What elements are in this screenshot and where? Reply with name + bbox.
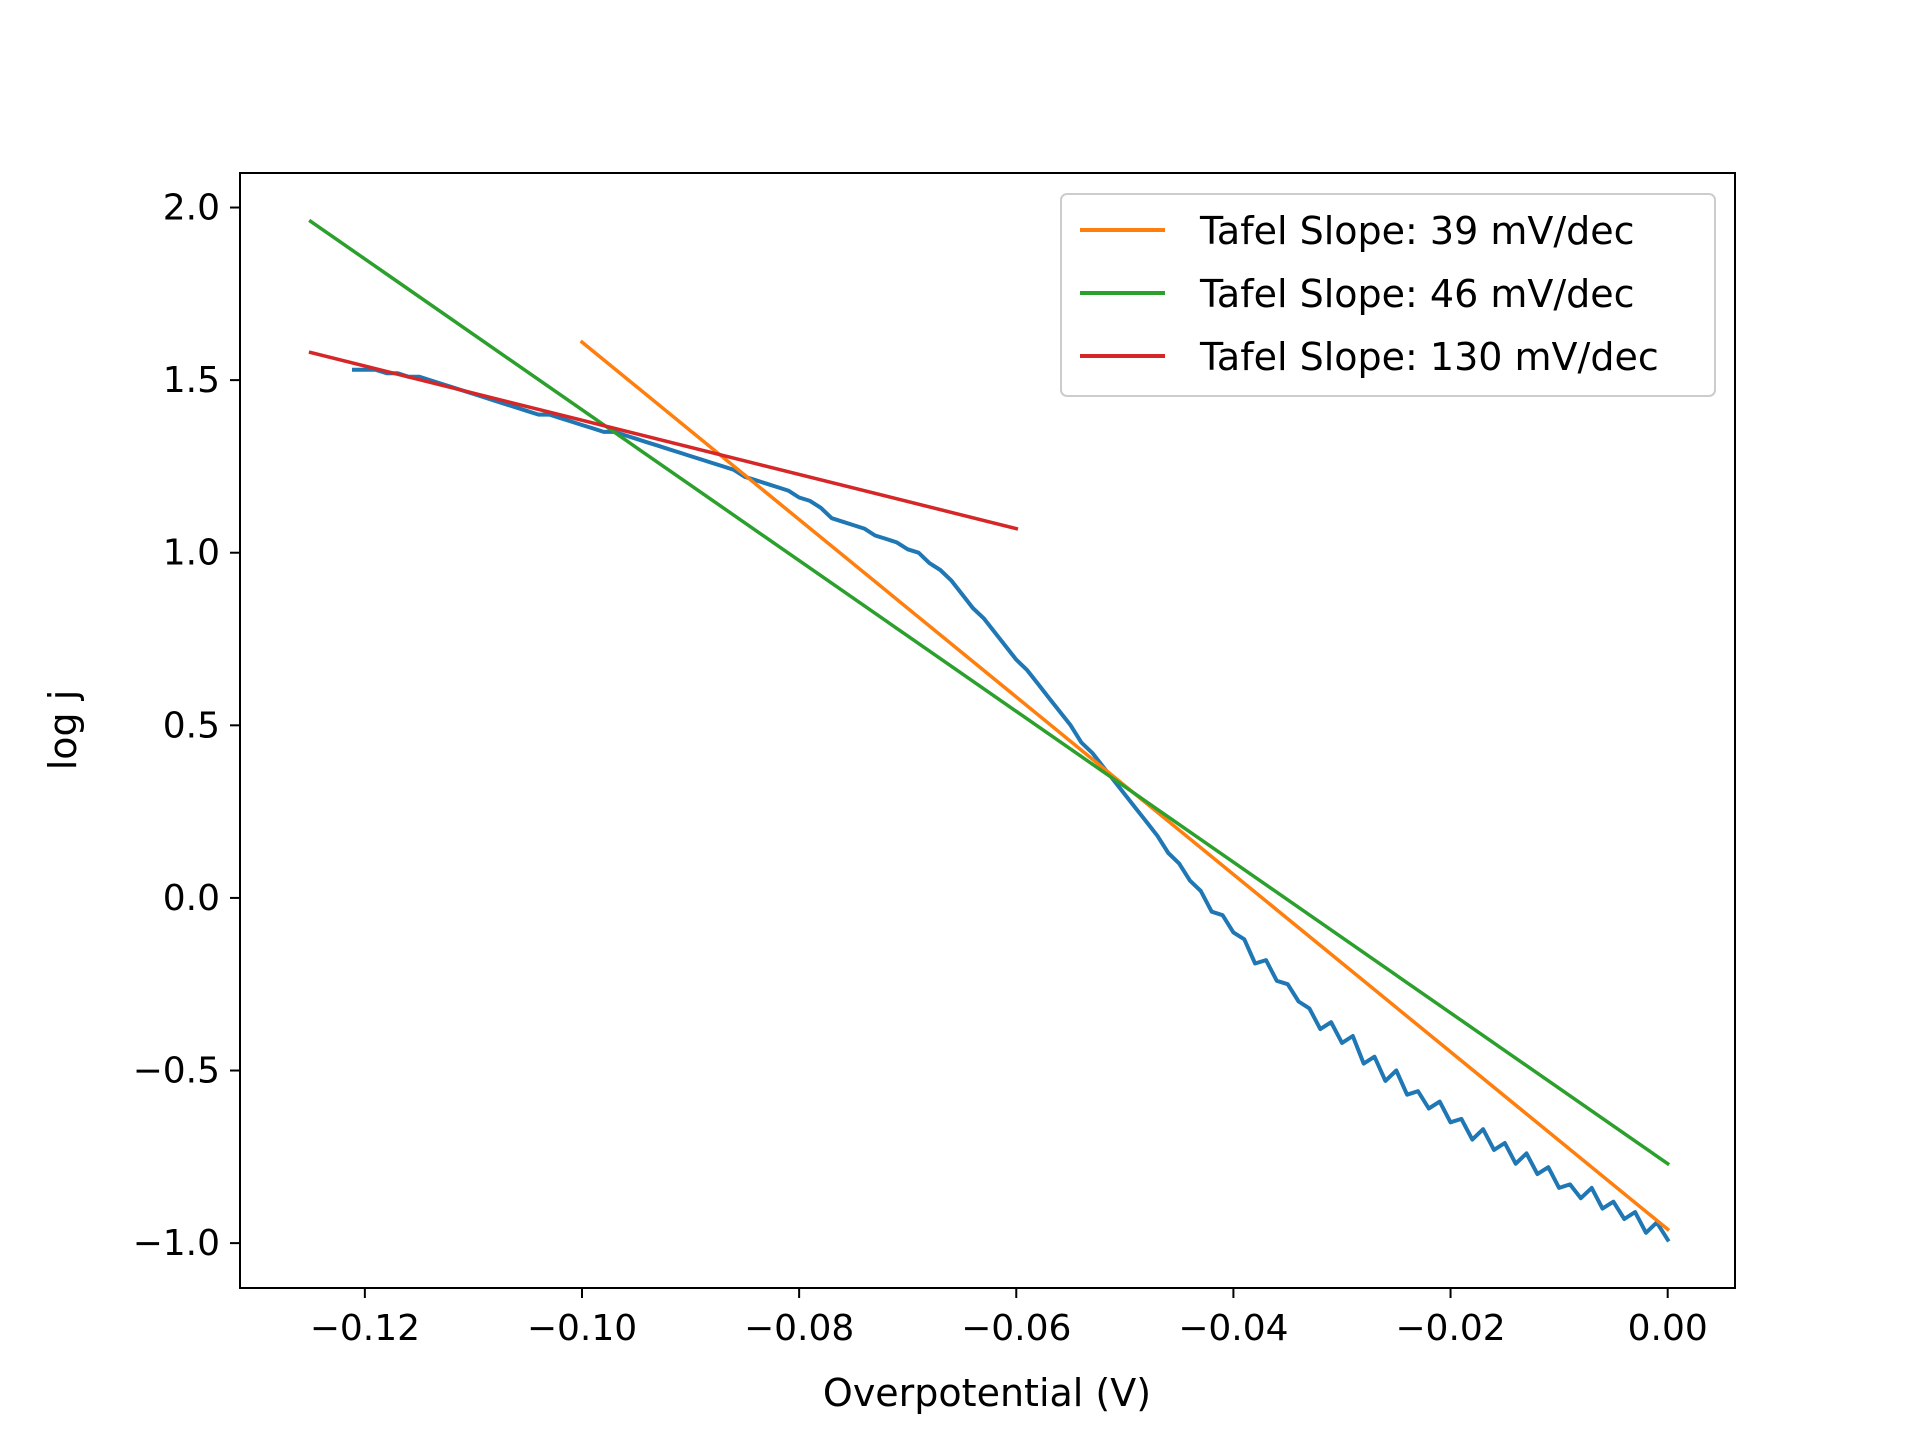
y-tick-label: 1.0 [163,533,220,574]
legend-label: Tafel Slope: 39 mV/dec [1199,209,1635,253]
y-tick-label: 1.5 [163,360,220,401]
legend-box [1060,193,1716,397]
y-axis-label: log j [41,690,85,771]
y-tick-label: 2.0 [163,188,220,229]
y-axis: 2.0 1.5 1.0 0.5 0.0 −0.5 −1.0 [133,188,240,1264]
y-tick-label: 0.0 [163,878,220,919]
x-tick-label: −0.04 [1178,1308,1288,1349]
x-tick-label: 0.00 [1628,1308,1708,1349]
legend-label: Tafel Slope: 46 mV/dec [1199,272,1635,316]
legend: Tafel Slope: 39 mV/dec Tafel Slope: 46 mV… [1060,193,1716,397]
x-tick-label: −0.12 [310,1308,420,1349]
data-series-line [352,367,1671,1243]
x-tick-label: −0.02 [1395,1308,1505,1349]
x-tick-label: −0.08 [744,1308,854,1349]
x-axis: −0.12 −0.10 −0.08 −0.06 −0.04 −0.02 0.00 [310,1288,1708,1349]
series-layer [308,218,1671,1243]
y-tick-label: 0.5 [163,705,220,746]
fit-line-2 [308,218,1671,1167]
legend-label: Tafel Slope: 130 mV/dec [1199,335,1659,379]
x-axis-label: Overpotential (V) [823,1371,1151,1415]
x-tick-label: −0.06 [961,1308,1071,1349]
fit-line-3 [308,350,1019,531]
plot-frame [239,172,1736,1289]
y-tick-label: −1.0 [133,1223,220,1264]
x-tick-label: −0.10 [527,1308,637,1349]
y-tick-label: −0.5 [133,1051,220,1092]
